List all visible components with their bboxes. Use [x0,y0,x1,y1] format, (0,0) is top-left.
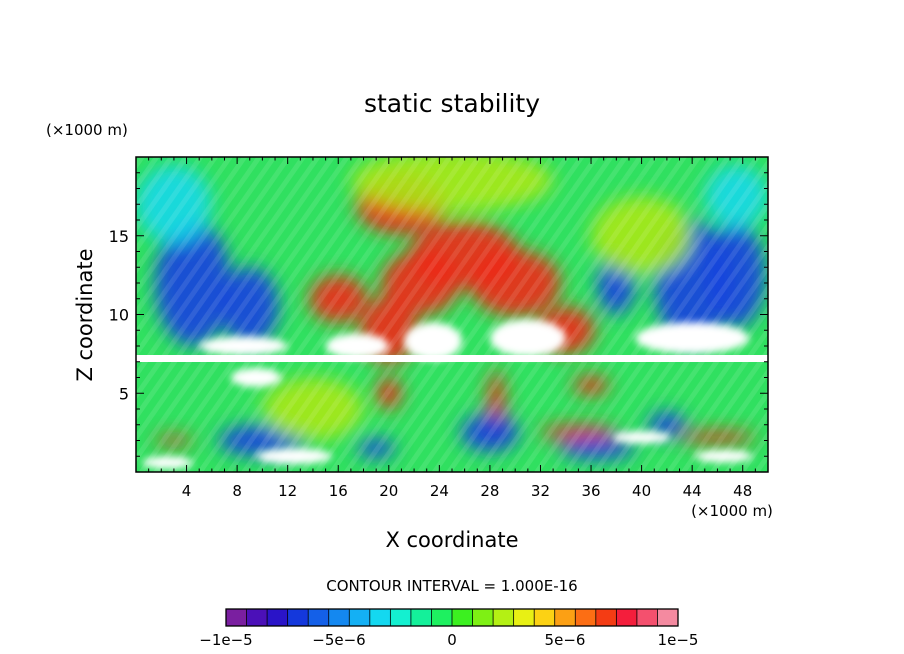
x-tick-label: 48 [733,482,752,500]
x-tick-label: 44 [683,482,702,500]
colorbar-tick-label: 1e−5 [658,631,699,649]
x-tick-label: 8 [232,482,242,500]
colorbar-tick-label: −1e−5 [199,631,252,649]
x-tick-label: 28 [480,482,499,500]
colorbar-segment [267,609,289,626]
colorbar-segment [410,609,432,626]
y-tick-label: 10 [109,306,129,325]
colorbar-segment [616,609,638,626]
x-tick-label: 20 [379,482,398,500]
y-tick-label: 5 [119,384,129,403]
colorbar [225,608,679,627]
x-tick-label: 12 [278,482,297,500]
heatmap-field [136,157,768,472]
colorbar-tick-label: −5e−6 [312,631,365,649]
colorbar-tick-labels: −1e−5 −5e−6 0 5e−6 1e−5 [199,631,698,649]
colorbar-segment [431,609,453,626]
colorbar-segment [595,609,617,626]
tropopause-gap [136,355,768,362]
colorbar-segment [287,609,309,626]
colorbar-segment [493,609,515,626]
x-tick-label: 4 [182,482,192,500]
colorbar-segment [369,609,391,626]
colorbar-segment [636,609,658,626]
colorbar-segment [390,609,412,626]
colorbar-segment [554,609,576,626]
colorbar-tick-label: 5e−6 [545,631,586,649]
x-axis-unit: (×1000 m) [691,502,773,520]
x-tick-label: 36 [581,482,600,500]
x-axis-label: X coordinate [385,528,518,552]
y-axis-unit: (×1000 m) [46,121,128,139]
colorbar-tick-label: 0 [447,631,457,649]
contour-interval-label: CONTOUR INTERVAL = 1.000E-16 [326,577,577,595]
field-ripple-texture [136,157,768,472]
colorbar-segment [472,609,494,626]
x-axis-ticks: 4 8 12 16 20 24 28 32 36 40 44 48 [148,157,756,500]
colorbar-segment [513,609,535,626]
y-axis-ticks: 5 10 15 [109,172,768,457]
y-axis-label: Z coordinate [73,248,97,381]
colorbar-segment [534,609,556,626]
colorbar-segment [657,609,679,626]
colorbar-segment [246,609,268,626]
chart-title: static stability [364,89,540,118]
x-tick-label: 32 [531,482,550,500]
colorbar-segment [308,609,330,626]
x-tick-label: 40 [632,482,651,500]
colorbar-segment [575,609,597,626]
colorbar-segment [226,609,247,626]
x-tick-label: 24 [430,482,449,500]
x-tick-label: 16 [329,482,348,500]
y-tick-label: 15 [109,227,129,246]
colorbar-segment [349,609,371,626]
colorbar-frame [225,608,679,627]
colorbar-segment [328,609,350,626]
colorbar-segment [452,609,473,626]
